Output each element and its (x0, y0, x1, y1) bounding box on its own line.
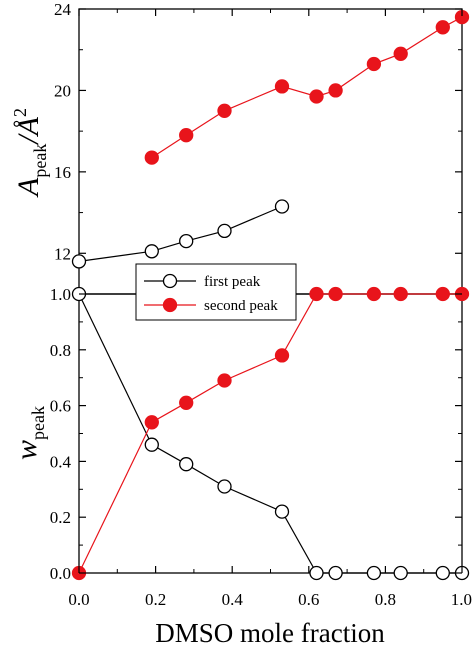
data-point-second-peak (328, 83, 343, 98)
x-tick-label: 0.8 (375, 590, 396, 609)
data-point-first-peak (274, 504, 290, 519)
data-point-first-peak (71, 254, 87, 269)
series-line-second-peak-bottom (78, 293, 462, 574)
y-tick-label: 0.6 (50, 397, 71, 416)
data-point-second-peak (144, 415, 159, 430)
data-point-first-peak (435, 565, 450, 581)
legend-marker (162, 297, 178, 313)
data-point-second-peak (217, 373, 232, 388)
data-point-second-peak (328, 286, 343, 302)
y-axis-label-main: A (12, 177, 45, 198)
data-point-first-peak (274, 199, 290, 214)
y-axis-label-top: Apeak/Å2 (10, 108, 50, 198)
data-point-second-peak (217, 103, 232, 118)
data-point-second-peak (309, 89, 324, 104)
x-tick-label: 0.4 (222, 590, 244, 609)
data-point-second-peak (274, 348, 290, 363)
y-axis-label-sub: peak (30, 144, 50, 178)
y-axis-label-sub: peak (28, 406, 48, 440)
data-point-first-peak (144, 244, 159, 259)
x-tick-label: 1.0 (451, 590, 472, 609)
y-tick-label: 16 (54, 163, 71, 182)
data-point-second-peak (435, 286, 450, 302)
data-point-first-peak (393, 565, 408, 581)
data-point-second-peak (393, 286, 408, 302)
y-axis-label-bottom: wpeak (10, 406, 48, 460)
plot-frame-bottom (78, 293, 463, 574)
series-line-first-peak-bottom (78, 293, 462, 574)
legend-box (135, 263, 297, 321)
data-point-second-peak (393, 46, 408, 61)
series-line-second-peak-top (151, 16, 463, 159)
x-tick-label: 0.6 (298, 590, 319, 609)
data-point-second-peak (179, 395, 194, 410)
y-tick-label: 0.8 (50, 341, 71, 360)
data-point-second-peak (366, 286, 382, 302)
y-tick-label: 20 (54, 81, 71, 100)
data-point-first-peak (328, 565, 343, 581)
data-point-first-peak (309, 565, 324, 581)
y-tick-label: 12 (54, 244, 71, 263)
data-point-second-peak (144, 150, 159, 165)
data-point-first-peak (217, 479, 232, 494)
legend-label: second peak (204, 298, 278, 314)
data-point-first-peak (179, 457, 194, 472)
data-point-second-peak (309, 286, 324, 302)
y-tick-label: 24 (54, 0, 72, 19)
data-point-second-peak (179, 128, 194, 143)
y-tick-label: 1.0 (50, 285, 71, 304)
data-point-first-peak (179, 233, 194, 249)
series-line-first-peak-top (78, 205, 283, 262)
data-point-first-peak (144, 437, 159, 452)
y-tick-label: 0.2 (50, 508, 71, 527)
data-point-first-peak (366, 565, 382, 581)
data-point-second-peak (274, 79, 290, 94)
data-point-second-peak (435, 20, 450, 35)
legend-marker (162, 273, 178, 289)
x-axis-label: DMSO mole fraction (155, 618, 385, 647)
y-tick-label: 0.4 (50, 452, 72, 471)
y-tick-label: 0.0 (50, 564, 71, 583)
x-tick-label: 0.0 (68, 590, 89, 609)
y-axis-label-unit: /Å (12, 116, 45, 145)
data-point-first-peak (217, 223, 232, 239)
data-point-second-peak (366, 56, 382, 72)
y-axis-label-main: w (10, 440, 43, 460)
y-axis-label-sup: 2 (10, 108, 30, 117)
legend-label: first peak (204, 274, 261, 290)
x-tick-label: 0.2 (145, 590, 166, 609)
